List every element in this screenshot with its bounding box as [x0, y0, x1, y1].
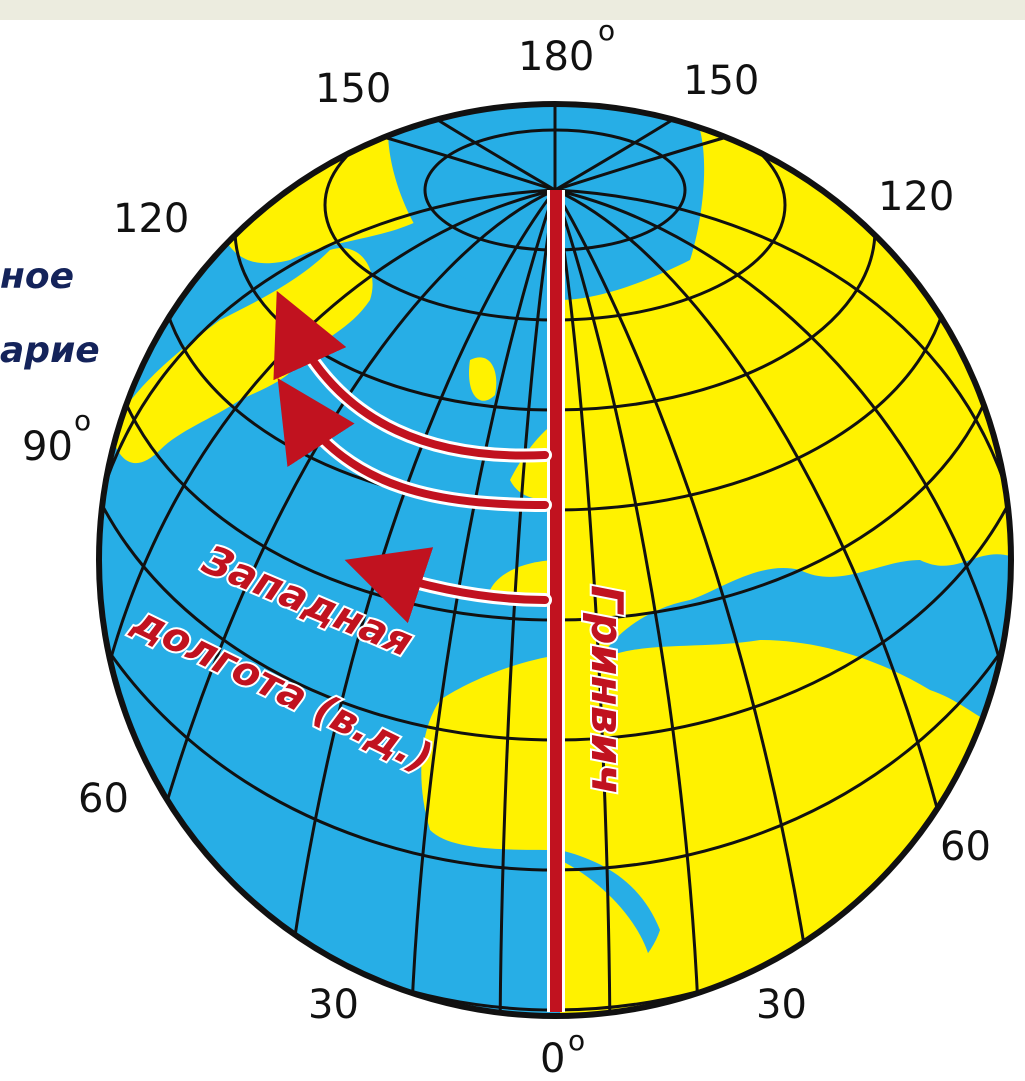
hemisphere-line1: ное — [0, 256, 74, 297]
africa-south-land — [560, 860, 650, 1015]
top-band — [0, 0, 1025, 20]
africa-west-land — [421, 655, 560, 850]
eurasia-africa-land — [560, 168, 1011, 1016]
arrow-west-1 — [273, 290, 549, 460]
label-90-left: 90 — [22, 424, 73, 470]
label-0-bottom: 0 — [540, 1036, 565, 1081]
arrow-west-3 — [344, 547, 549, 624]
arrow-west-2 — [277, 378, 549, 509]
label-60-right: 60 — [940, 824, 991, 870]
label-180: 180 — [518, 34, 594, 80]
label-180-degree: o — [598, 14, 615, 47]
label-120-right: 120 — [878, 174, 954, 220]
globe-outline — [96, 101, 1014, 1019]
label-30-left: 30 — [308, 982, 359, 1028]
iberia-land — [490, 560, 560, 600]
greenwich-meridian-red — [550, 190, 562, 1012]
label-30-right: 30 — [756, 982, 807, 1028]
label-90-degree: o — [74, 404, 91, 437]
label-120-left: 120 — [113, 196, 189, 242]
west-arrows-red — [273, 290, 549, 624]
label-0-degree: o — [568, 1024, 585, 1057]
hemisphere-line2: арие — [0, 330, 100, 371]
label-150-right: 150 — [683, 58, 759, 104]
label-60-left: 60 — [78, 776, 129, 822]
greenwich-label: Гринвич — [581, 585, 632, 795]
greenland-land — [469, 357, 497, 401]
polar-land-left — [210, 110, 420, 264]
label-150-left: 150 — [315, 66, 391, 112]
